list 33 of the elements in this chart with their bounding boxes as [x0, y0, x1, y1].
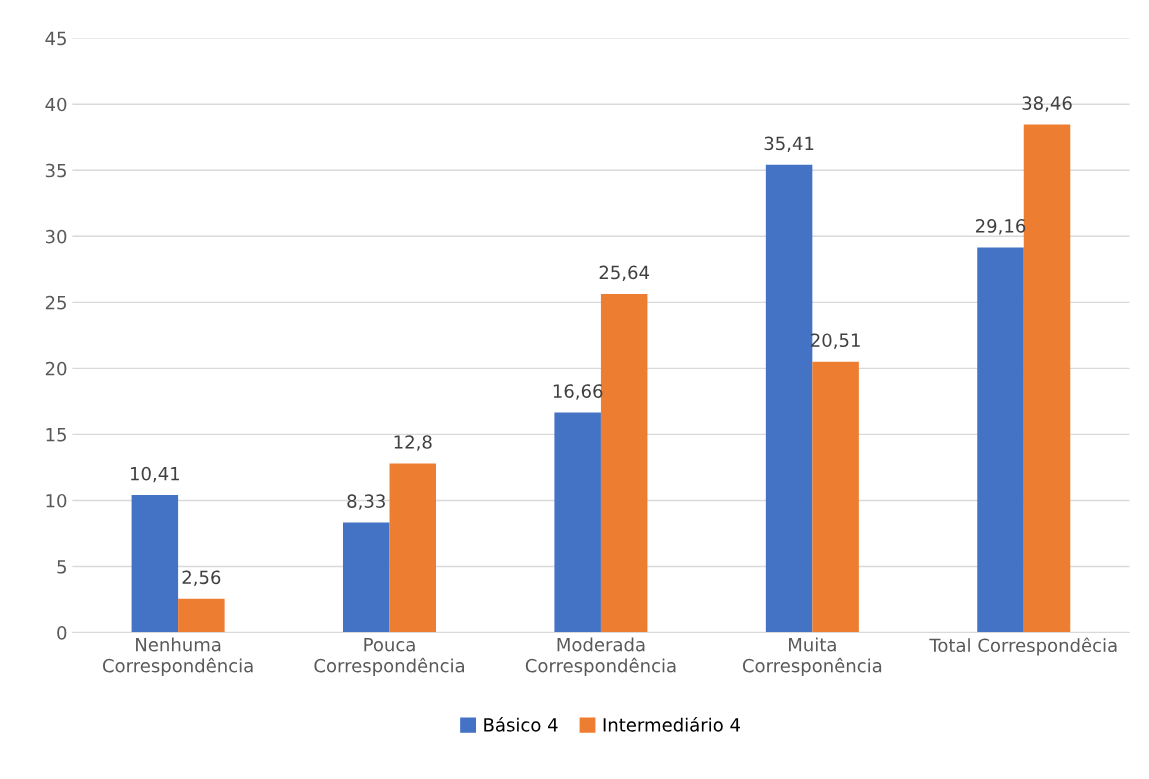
y-tick-label: 30: [45, 229, 67, 244]
y-tick-label: 0: [57, 626, 67, 640]
y-tick-label: 20: [45, 361, 67, 376]
bar: [1023, 124, 1071, 633]
bar: [812, 361, 859, 633]
y-tick-label: 15: [46, 428, 66, 442]
x-tick-label: Moderada Correspondência: [525, 637, 676, 676]
x-tick-label: Total Correspondêcia: [929, 637, 1117, 656]
y-tick-label: 40: [45, 97, 67, 112]
y-tick-label: 10: [46, 493, 67, 508]
y-tick-label: 25: [45, 295, 66, 310]
bar: [178, 598, 225, 633]
bar: [977, 247, 1024, 633]
bar: [343, 522, 390, 633]
x-tick-label: Muita Corresponência: [742, 637, 882, 676]
y-tick-label: 45: [45, 31, 66, 46]
legend-label: Intermediário 4: [603, 716, 740, 732]
data-label: 35,41: [764, 136, 814, 153]
legend-label: Básico 4: [484, 716, 558, 732]
y-tick-label: 35: [45, 163, 66, 178]
data-label: 25,64: [599, 265, 650, 282]
x-tick-label: Nenhuma Correspondência: [102, 637, 253, 676]
bar: [765, 164, 813, 633]
data-label: 2,56: [182, 570, 221, 586]
data-label: 12,8: [394, 435, 432, 451]
bar: [554, 412, 601, 633]
data-label: 10,41: [130, 466, 180, 483]
bar: [131, 495, 179, 633]
y-tick-label: 5: [57, 560, 66, 574]
bar: [389, 463, 437, 633]
data-label: 38,46: [1022, 96, 1072, 112]
x-tick-label: Pouca Correspondência: [314, 637, 464, 676]
data-label: 8,33: [347, 494, 385, 510]
